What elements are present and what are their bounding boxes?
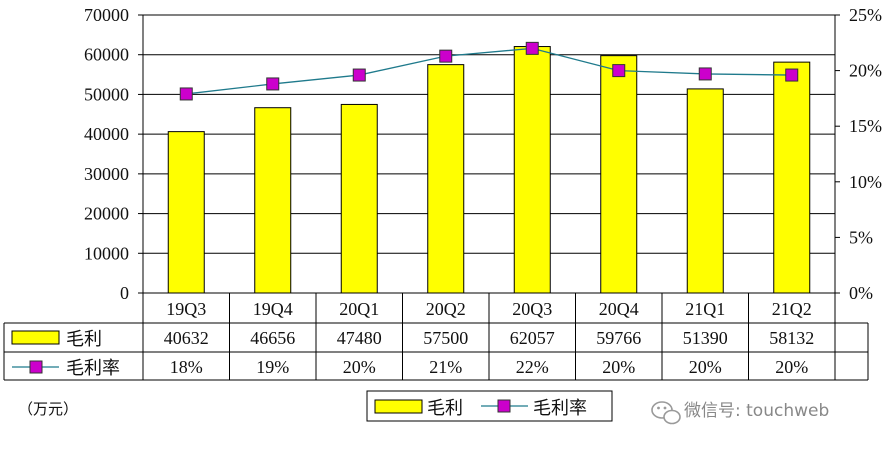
bar-value-label: 47480 xyxy=(337,328,382,348)
wechat-icon xyxy=(651,401,681,425)
bar-series xyxy=(167,46,811,294)
legend-rate-label: 毛利率 xyxy=(533,398,587,419)
rate-value-label: 20% xyxy=(602,357,635,377)
rate-line xyxy=(186,47,792,95)
watermark: 微信号: touchweb xyxy=(651,401,829,425)
rate-value-label: 22% xyxy=(516,357,549,377)
bar xyxy=(773,61,811,294)
data-table: 19Q3 40632 18% 19Q4 46656 19% 20Q1 47480 20% 20Q2… xyxy=(3,292,869,381)
row-header-bar: 毛利 xyxy=(66,329,102,350)
left-tick-label: 50000 xyxy=(84,84,129,104)
watermark-text: 微信号: touchweb xyxy=(684,401,829,421)
bar xyxy=(254,107,292,294)
bar-value-label: 62057 xyxy=(510,328,555,348)
left-tick-label: 70000 xyxy=(84,5,129,25)
row-header-rate: 毛利率 xyxy=(66,358,120,379)
rate-legend-marker xyxy=(29,360,43,374)
right-tick-label: 10% xyxy=(849,172,882,192)
left-tick-label: 60000 xyxy=(84,45,129,65)
line-series xyxy=(179,41,799,101)
category-label: 19Q4 xyxy=(253,299,293,319)
rate-value-label: 20% xyxy=(775,357,808,377)
legend-marker-key xyxy=(497,399,511,413)
rate-value-label: 20% xyxy=(343,357,376,377)
left-tick-label: 30000 xyxy=(84,164,129,184)
right-tick-label: 25% xyxy=(849,5,882,25)
rate-value-label: 20% xyxy=(689,357,722,377)
left-tick-label: 40000 xyxy=(84,124,129,144)
bar xyxy=(513,46,551,294)
rate-value-label: 21% xyxy=(429,357,462,377)
right-tick-label: 20% xyxy=(849,61,882,81)
category-label: 20Q2 xyxy=(426,299,466,319)
bar-value-label: 51390 xyxy=(683,328,728,348)
left-tick-label: 10000 xyxy=(84,243,129,263)
rate-value-label: 18% xyxy=(170,357,203,377)
bar-value-label: 57500 xyxy=(423,328,468,348)
bar xyxy=(600,55,638,294)
right-tick-label: 5% xyxy=(849,227,873,247)
rate-value-label: 19% xyxy=(256,357,289,377)
left-tick-label: 20000 xyxy=(84,204,129,224)
bar xyxy=(340,103,378,294)
rate-marker xyxy=(612,64,626,78)
rate-marker xyxy=(785,68,799,82)
bar xyxy=(427,64,465,294)
bar-value-label: 40632 xyxy=(164,328,209,348)
bar-value-label: 58132 xyxy=(769,328,814,348)
unit-label: （万元） xyxy=(18,400,78,418)
bar xyxy=(686,88,724,294)
bar-value-label: 46656 xyxy=(250,328,295,348)
rate-marker xyxy=(179,87,193,101)
category-label: 19Q3 xyxy=(166,299,206,319)
bar-legend-key xyxy=(11,330,60,345)
left-tick-label: 0 xyxy=(120,283,129,303)
rate-marker xyxy=(266,77,280,91)
rate-marker xyxy=(352,68,366,82)
category-label: 20Q3 xyxy=(512,299,552,319)
rate-marker xyxy=(439,49,453,63)
category-label: 20Q1 xyxy=(339,299,379,319)
bar xyxy=(167,131,205,294)
axes: 0 10000 20000 30000 40000 50000 60000 70000 0% 5%… xyxy=(84,5,882,303)
rate-marker xyxy=(525,41,539,55)
right-tick-label: 0% xyxy=(849,283,873,303)
legend: 毛利 毛利率 xyxy=(366,390,613,422)
category-label: 21Q2 xyxy=(772,299,812,319)
right-tick-label: 15% xyxy=(849,116,882,136)
bar-value-label: 59766 xyxy=(596,328,641,348)
gridlines xyxy=(143,14,835,254)
category-label: 20Q4 xyxy=(599,299,639,319)
category-label: 21Q1 xyxy=(685,299,725,319)
legend-bar-key xyxy=(374,399,423,414)
rate-marker xyxy=(698,67,712,81)
legend-bar-label: 毛利 xyxy=(427,398,463,419)
